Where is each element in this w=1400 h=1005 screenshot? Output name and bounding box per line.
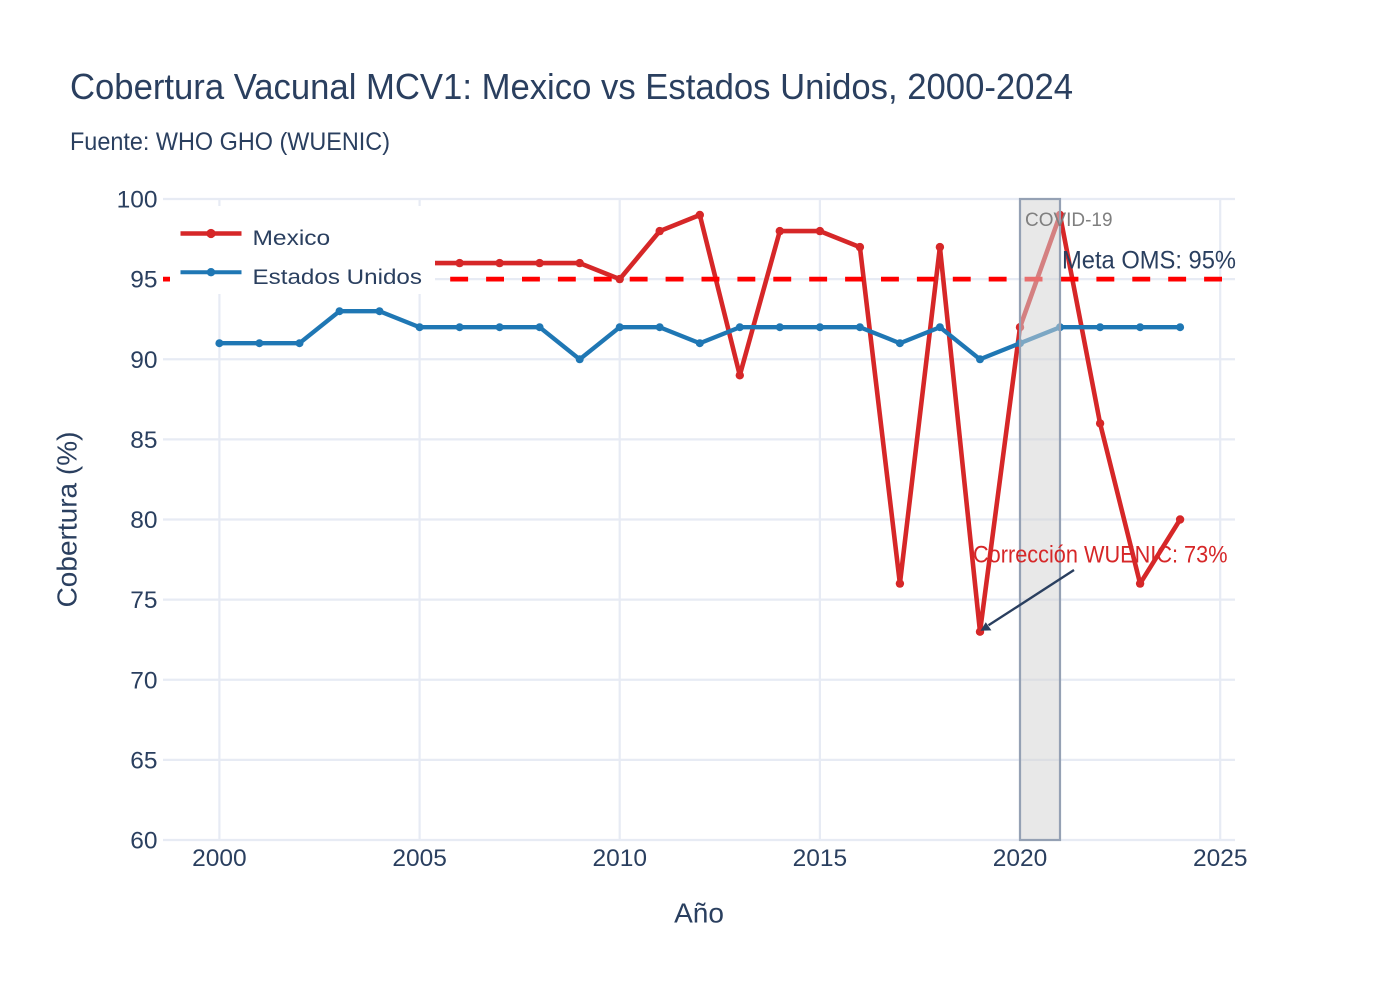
svg-text:2000: 2000 (192, 845, 247, 872)
svg-text:2010: 2010 (592, 845, 647, 872)
svg-text:Fuente: WHO GHO (WUENIC): Fuente: WHO GHO (WUENIC) (70, 128, 390, 156)
svg-text:Meta OMS: 95%: Meta OMS: 95% (1062, 247, 1236, 275)
svg-text:95: 95 (130, 267, 157, 294)
svg-text:Cobertura Vacunal MCV1: Mexico: Cobertura Vacunal MCV1: Mexico vs Estado… (70, 66, 1073, 107)
svg-text:2005: 2005 (392, 845, 447, 872)
svg-text:Cobertura (%): Cobertura (%) (52, 432, 83, 608)
svg-text:80: 80 (130, 507, 157, 534)
svg-text:75: 75 (130, 587, 157, 614)
svg-text:Estados Unidos: Estados Unidos (253, 265, 423, 289)
svg-text:60: 60 (130, 828, 157, 855)
svg-text:70: 70 (130, 667, 157, 694)
svg-text:2015: 2015 (793, 845, 848, 872)
svg-text:Año: Año (674, 898, 724, 929)
svg-text:2020: 2020 (993, 845, 1048, 872)
svg-text:Corrección WUENIC: 73%: Corrección WUENIC: 73% (973, 542, 1228, 569)
svg-text:100: 100 (117, 187, 158, 214)
svg-text:2025: 2025 (1193, 845, 1248, 872)
svg-text:85: 85 (130, 427, 157, 454)
svg-text:Mexico: Mexico (253, 226, 331, 250)
svg-text:65: 65 (130, 748, 157, 775)
svg-text:90: 90 (130, 347, 157, 374)
svg-text:COVID-19: COVID-19 (1025, 210, 1113, 231)
